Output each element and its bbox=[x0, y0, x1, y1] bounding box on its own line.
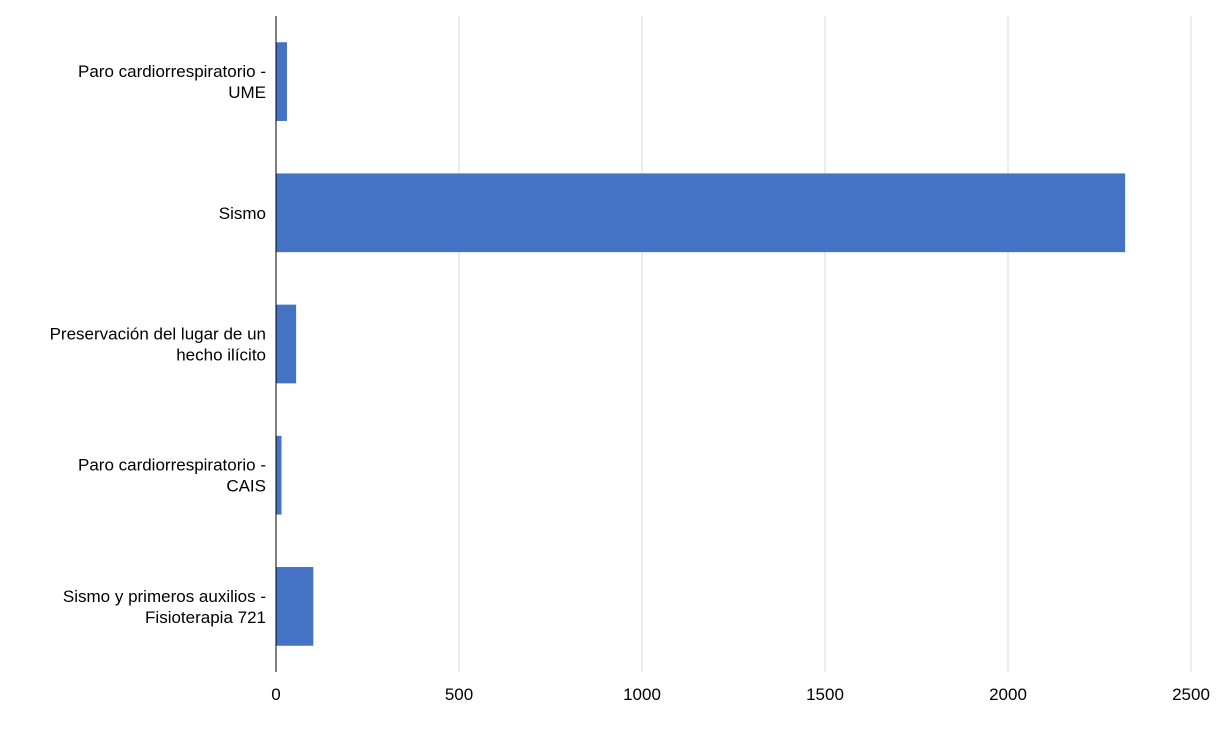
x-tick-label: 500 bbox=[445, 685, 473, 704]
category-label: CAIS bbox=[226, 477, 266, 496]
x-tick-label: 0 bbox=[271, 685, 280, 704]
bar bbox=[276, 567, 314, 646]
category-labels: Paro cardiorrespiratorio - UME Sismo Preser… bbox=[50, 62, 266, 627]
category-label: Preservación del lugar de un bbox=[50, 325, 266, 344]
x-tick-label: 2500 bbox=[1172, 685, 1210, 704]
x-tick-labels: 0 500 1000 1500 2000 2500 bbox=[271, 685, 1210, 704]
category-label: Paro cardiorrespiratorio - bbox=[78, 456, 266, 475]
x-tick-label: 2000 bbox=[989, 685, 1027, 704]
bar bbox=[276, 304, 297, 384]
category-label: Sismo bbox=[219, 204, 266, 223]
bar bbox=[276, 173, 1126, 253]
category-label: UME bbox=[228, 83, 266, 102]
x-tick-label: 1000 bbox=[623, 685, 661, 704]
x-tick-label: 1500 bbox=[806, 685, 844, 704]
category-label: Paro cardiorrespiratorio - bbox=[78, 62, 266, 81]
gridlines bbox=[458, 16, 1192, 672]
bar bbox=[276, 42, 287, 121]
bars bbox=[276, 42, 1126, 646]
category-label: Sismo y primeros auxilios - bbox=[63, 587, 266, 606]
category-label: Fisioterapia 721 bbox=[145, 608, 266, 627]
bar bbox=[276, 435, 282, 515]
category-label: hecho ilícito bbox=[176, 346, 266, 365]
